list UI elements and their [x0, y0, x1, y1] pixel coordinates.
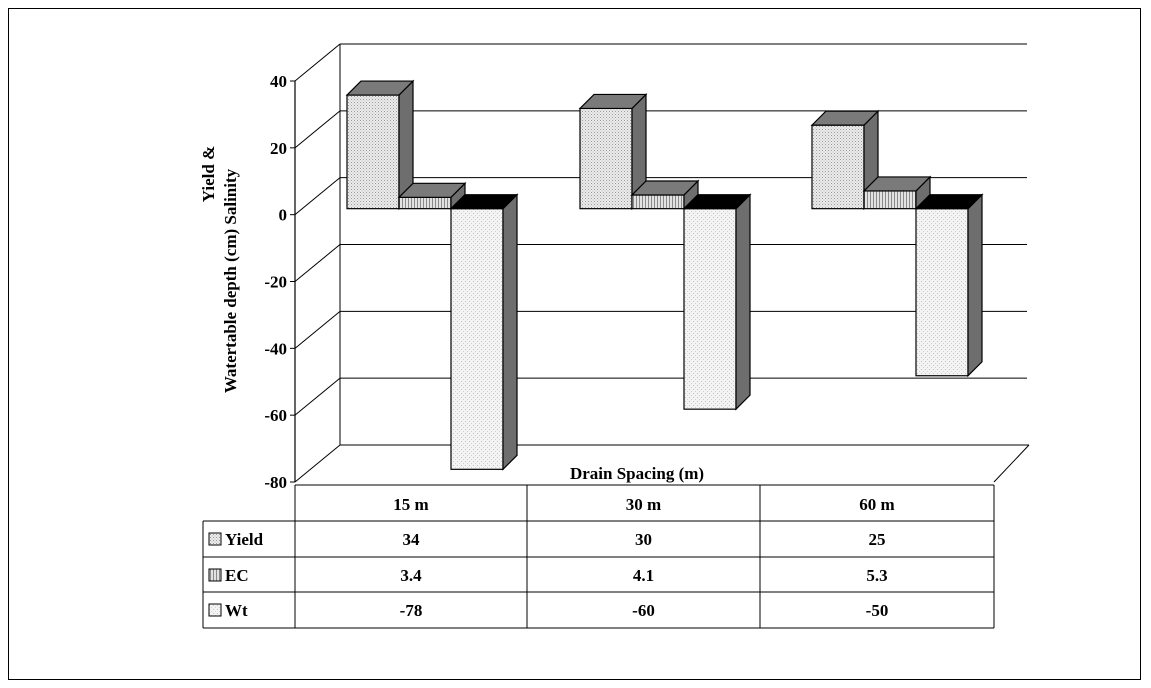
side-wall-line	[294, 177, 341, 216]
bar-wt-2	[915, 208, 969, 377]
bar-ec-2	[863, 190, 917, 210]
data-table-value: 25	[869, 530, 886, 549]
legend-label-wt: Wt	[225, 601, 248, 620]
legend-label-yield: Yield	[225, 530, 264, 549]
side-wall-line	[294, 110, 341, 149]
bar-top-ec-2	[862, 176, 932, 192]
bar-top-ec-0	[397, 182, 467, 198]
bar-yield-0	[346, 94, 400, 210]
y-axis-title-line2: Watertable depth (cm) Salinity	[221, 168, 240, 393]
bar-ec-0	[398, 196, 452, 210]
bar-wt-1	[683, 208, 737, 410]
side-wall-line	[294, 43, 341, 82]
side-wall-line	[294, 377, 341, 416]
category-label: 60 m	[859, 495, 894, 514]
category-label: 15 m	[393, 495, 428, 514]
legend-swatch-ec	[208, 568, 222, 582]
y-tick-label: -80	[264, 473, 287, 492]
chart-frame: 40 20 0 -20 -40 -60 -80 Yield & Watertable depth…	[8, 8, 1141, 680]
side-wall-line	[294, 244, 341, 282]
category-label: 30 m	[626, 495, 661, 514]
legend-swatch-wt	[208, 603, 222, 617]
bar-side-wt-0	[502, 193, 518, 471]
bar-top-wt-0	[449, 194, 519, 210]
labels-layer: 40 20 0 -20 -40 -60 -80 Yield & Watertable depth…	[199, 72, 704, 492]
data-table-value: 4.1	[633, 566, 654, 585]
data-table-value: -78	[400, 601, 423, 620]
chart-canvas: 40 20 0 -20 -40 -60 -80 Yield & Watertable depth…	[199, 43, 1030, 629]
bar-top-yield-0	[345, 80, 415, 96]
y-axis-title-line1: Yield &	[199, 146, 218, 203]
x-axis-title: Drain Spacing (m)	[570, 464, 704, 483]
data-table-value: -50	[866, 601, 889, 620]
bar-top-wt-1	[682, 194, 752, 210]
floor-edge	[993, 444, 1030, 483]
bar-side-wt-2	[967, 193, 983, 378]
data-table-value: 5.3	[866, 566, 887, 585]
bar-ec-1	[631, 194, 685, 210]
bars-layer	[345, 79, 984, 471]
data-table: 15 m 30 m 60 m Yield 34 30 25 EC 3.4 4.1 5.3 Wt -78 -…	[202, 484, 995, 629]
y-tick-label: 0	[279, 206, 288, 225]
bar-top-yield-2	[810, 110, 880, 126]
legend-swatch-yield	[208, 532, 222, 546]
data-table-value: 30	[635, 530, 652, 549]
data-table-value: 3.4	[400, 566, 422, 585]
y-tick-label: -40	[264, 339, 287, 358]
bar-top-ec-1	[630, 180, 700, 196]
y-tick-label: -60	[264, 406, 287, 425]
bar-yield-2	[811, 124, 865, 210]
data-table-value: -60	[632, 601, 655, 620]
side-wall-line	[294, 444, 341, 483]
bar-yield-1	[579, 107, 633, 210]
bar-side-wt-1	[735, 193, 751, 411]
y-tick-label: 20	[270, 139, 287, 158]
bar-wt-0	[450, 208, 504, 470]
legend-label-ec: EC	[225, 566, 249, 585]
bar-top-yield-1	[578, 93, 648, 110]
bar-top-wt-2	[914, 194, 984, 210]
side-wall-line	[294, 310, 341, 349]
y-tick-label: 40	[270, 72, 287, 91]
data-table-value: 34	[403, 530, 421, 549]
y-tick-label: -20	[264, 273, 287, 292]
